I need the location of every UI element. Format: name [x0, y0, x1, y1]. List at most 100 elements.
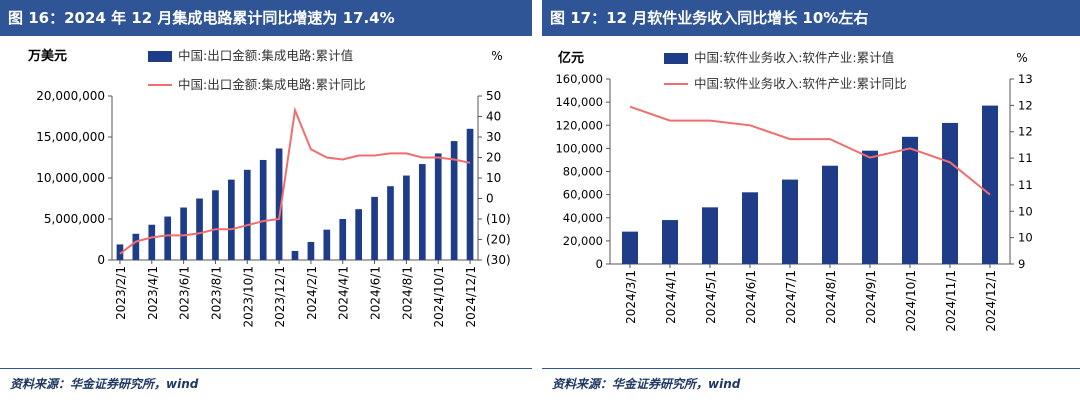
right-axis-unit: %: [1016, 51, 1027, 65]
x-tick-label: 2024/12/1: [464, 266, 478, 328]
x-tick-label: 2023/8/1: [209, 266, 223, 320]
bar-2023/6/1: [180, 207, 187, 260]
left-tick-label: 60,000: [563, 188, 603, 202]
yoy-growth-line: [119, 106, 471, 255]
bar-2024/9/1: [862, 150, 878, 264]
divider: [542, 368, 1080, 369]
source-note: 资料来源：华金证券研究所，wind: [10, 377, 199, 391]
left-tick-label: 140,000: [555, 95, 603, 109]
right-tick-label: 11: [1018, 151, 1033, 165]
bar-2024/8/1: [822, 165, 838, 264]
legend-bar-swatch: [664, 53, 688, 64]
right-tick-label: 10: [1018, 204, 1033, 218]
x-tick-label: 2024/12/1: [984, 270, 998, 332]
right-tick-label: (20): [486, 233, 511, 247]
left-tick-label: 10,000,000: [36, 171, 105, 185]
chart-title: 图 16：2024 年 12 月集成电路累计同比增速为 17.4%: [0, 0, 532, 36]
left-tick-label: 5,000,000: [44, 212, 105, 226]
bar-2024/1/1: [291, 250, 299, 260]
bar-2024/12/1: [982, 105, 998, 264]
left-tick-label: 0: [97, 253, 105, 267]
bar-2023/3/1: [132, 233, 140, 260]
legend-line-label: 中国:出口金额:集成电路:累计同比: [178, 77, 366, 92]
left-tick-label: 120,000: [555, 118, 603, 132]
right-tick-label: 20: [486, 151, 501, 165]
left-axis-unit: 亿元: [558, 50, 584, 66]
bar-2024/11/1: [942, 122, 958, 264]
bar-2024/6/1: [371, 196, 378, 260]
left-tick-label: 0: [596, 257, 603, 271]
right-tick-label: 30: [486, 130, 501, 144]
right-tick-label: 50: [486, 89, 501, 103]
software-revenue-chart: 亿元 % 中国:软件业务收入:软件产业:累计值中国:软件业务收入:软件产业:累计同比…: [555, 50, 1033, 332]
bar-2024/2/1: [307, 241, 315, 260]
bar-2024/3/1: [622, 231, 638, 264]
chart-panel-software-revenue: 图 17：12 月软件业务收入同比增长 10%左右 亿元% 中国:软件业务收入:软…: [542, 0, 1080, 404]
x-tick-label: 2023/12/1: [273, 266, 287, 328]
right-tick-label: 0: [486, 192, 494, 206]
x-tick-label: 2024/7/1: [784, 270, 798, 324]
bar-2023/11/1: [259, 159, 267, 260]
x-tick-label: 2023/6/1: [178, 266, 192, 320]
bar-2024/10/1: [902, 136, 918, 264]
x-tick-label: 2024/3/1: [624, 270, 638, 324]
bar-2024/3/1: [323, 229, 331, 260]
bar-2023/12/1: [275, 148, 283, 260]
x-tick-label: 2024/6/1: [369, 266, 383, 320]
left-tick-label: 40,000: [563, 211, 603, 225]
bar-2023/7/1: [196, 198, 203, 260]
source-note: 资料来源：华金证券研究所，wind: [552, 377, 741, 391]
right-tick-label: 9: [1018, 257, 1025, 271]
bar-2024/11/1: [450, 141, 458, 260]
right-tick-label: 13: [1018, 72, 1033, 86]
bar-2023/4/1: [148, 224, 156, 260]
left-tick-label: 15,000,000: [36, 130, 105, 144]
bar-2023/9/1: [228, 179, 235, 260]
left-tick-label: 20,000: [563, 234, 603, 248]
bar-2023/2/1: [116, 244, 124, 260]
right-tick-label: 11: [1018, 178, 1033, 192]
bar-2024/9/1: [418, 164, 426, 260]
x-tick-label: 2024/2/1: [305, 266, 319, 320]
x-tick-label: 2024/4/1: [337, 266, 351, 320]
legend-line-label: 中国:软件业务收入:软件产业:累计同比: [694, 76, 907, 91]
right-axis-unit: %: [491, 49, 502, 63]
legend-bar-swatch: [148, 51, 172, 62]
bar-2023/10/1: [243, 169, 251, 260]
left-tick-label: 100,000: [555, 141, 603, 155]
left-tick-label: 160,000: [555, 72, 603, 86]
bar-2024/4/1: [662, 220, 678, 264]
x-tick-label: 2024/8/1: [400, 266, 414, 320]
x-tick-label: 2024/8/1: [824, 270, 838, 324]
right-tick-label: (10): [486, 212, 511, 226]
left-tick-label: 20,000,000: [36, 89, 105, 103]
x-tick-label: 2024/10/1: [432, 266, 446, 328]
x-tick-label: 2023/10/1: [241, 266, 255, 328]
x-tick-label: 2024/9/1: [864, 270, 878, 324]
right-tick-label: 10: [486, 171, 501, 185]
bar-2024/7/1: [387, 186, 394, 260]
divider: [0, 368, 532, 369]
bar-2024/5/1: [355, 209, 362, 260]
x-tick-label: 2024/6/1: [744, 270, 758, 324]
bar-2023/8/1: [212, 190, 219, 260]
x-tick-label: 2023/4/1: [146, 266, 160, 320]
right-tick-label: (30): [486, 253, 511, 267]
bar-2024/7/1: [782, 179, 798, 264]
yoy-growth-line: [629, 105, 991, 196]
x-tick-label: 2023/2/1: [114, 266, 128, 320]
left-axis-unit: 万美元: [27, 48, 67, 64]
legend-bar-label: 中国:软件业务收入:软件产业:累计值: [694, 50, 894, 65]
bar-2024/10/1: [434, 153, 442, 260]
bar-2024/5/1: [702, 207, 718, 264]
x-tick-label: 2024/4/1: [664, 270, 678, 324]
right-tick-label: 12: [1018, 98, 1033, 112]
x-tick-label: 2024/5/1: [704, 270, 718, 324]
chart-panel-ic-export: 图 16：2024 年 12 月集成电路累计同比增速为 17.4% 万美元% 中国…: [0, 0, 532, 404]
right-tick-label: 10: [1018, 231, 1033, 245]
right-tick-label: 12: [1018, 125, 1033, 139]
bar-2024/4/1: [339, 219, 347, 260]
bar-2023/5/1: [164, 216, 172, 260]
chart-title: 图 17：12 月软件业务收入同比增长 10%左右: [542, 0, 1080, 36]
x-tick-label: 2024/11/1: [944, 270, 958, 332]
